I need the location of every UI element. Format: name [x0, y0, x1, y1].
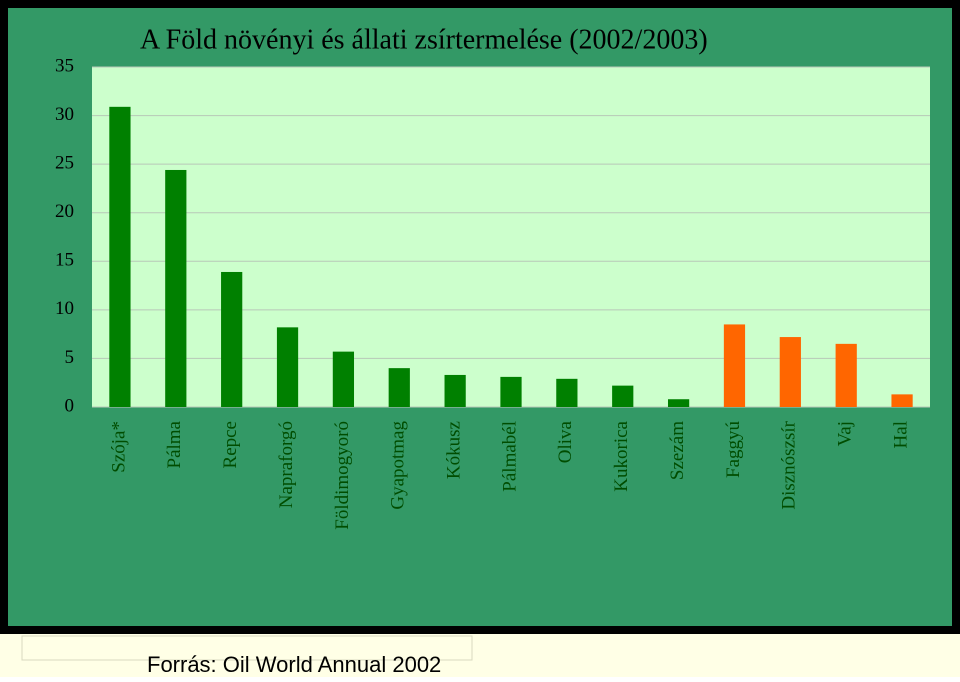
y-tick-label: 25 — [55, 153, 74, 174]
bar — [221, 271, 243, 407]
x-tick-label: Kukorica — [611, 420, 632, 491]
source-note: Forrás: Oil World Annual 2002 — [147, 652, 441, 677]
bar — [388, 368, 410, 407]
x-tick-label: Hal — [890, 421, 911, 448]
bar — [109, 106, 131, 407]
x-tick-label: Földimogyoró — [332, 421, 353, 530]
bar — [723, 324, 746, 407]
bar — [835, 343, 857, 407]
x-tick-label: Kókusz — [443, 421, 464, 479]
bar — [276, 327, 299, 407]
x-tick-label: Napraforgó — [276, 421, 297, 508]
y-tick-label: 10 — [55, 298, 74, 319]
bar — [779, 337, 801, 407]
bar — [500, 376, 522, 407]
x-tick-label: Repce — [220, 421, 241, 468]
bar — [612, 385, 634, 407]
bar — [444, 374, 466, 407]
x-tick-label: Vaj — [835, 421, 856, 446]
y-tick-label: 0 — [65, 395, 75, 416]
y-tick-label: 15 — [55, 250, 74, 271]
x-tick-label: Faggyú — [723, 421, 744, 479]
y-tick-label: 5 — [65, 347, 75, 368]
bar — [891, 394, 913, 407]
x-tick-label: Pálmabél — [499, 421, 520, 492]
x-tick-label: Gyapotmag — [388, 421, 409, 510]
y-tick-label: 35 — [55, 55, 74, 76]
source-box — [21, 635, 473, 661]
bar — [165, 169, 187, 407]
x-tick-label: Szója* — [108, 421, 129, 473]
bar — [667, 399, 690, 407]
x-tick-label: Szezám — [667, 421, 688, 480]
x-tick-label: Disznószsír — [779, 420, 800, 509]
x-tick-label: Pálma — [164, 420, 185, 468]
plot-area — [92, 67, 930, 407]
bar — [556, 378, 578, 407]
bar — [332, 351, 355, 407]
chart-title: A Föld növényi és állati zsírtermelése (… — [140, 24, 708, 55]
y-tick-label: 20 — [55, 201, 74, 222]
x-tick-label: Oliva — [555, 420, 576, 463]
y-tick-label: 30 — [55, 104, 74, 125]
